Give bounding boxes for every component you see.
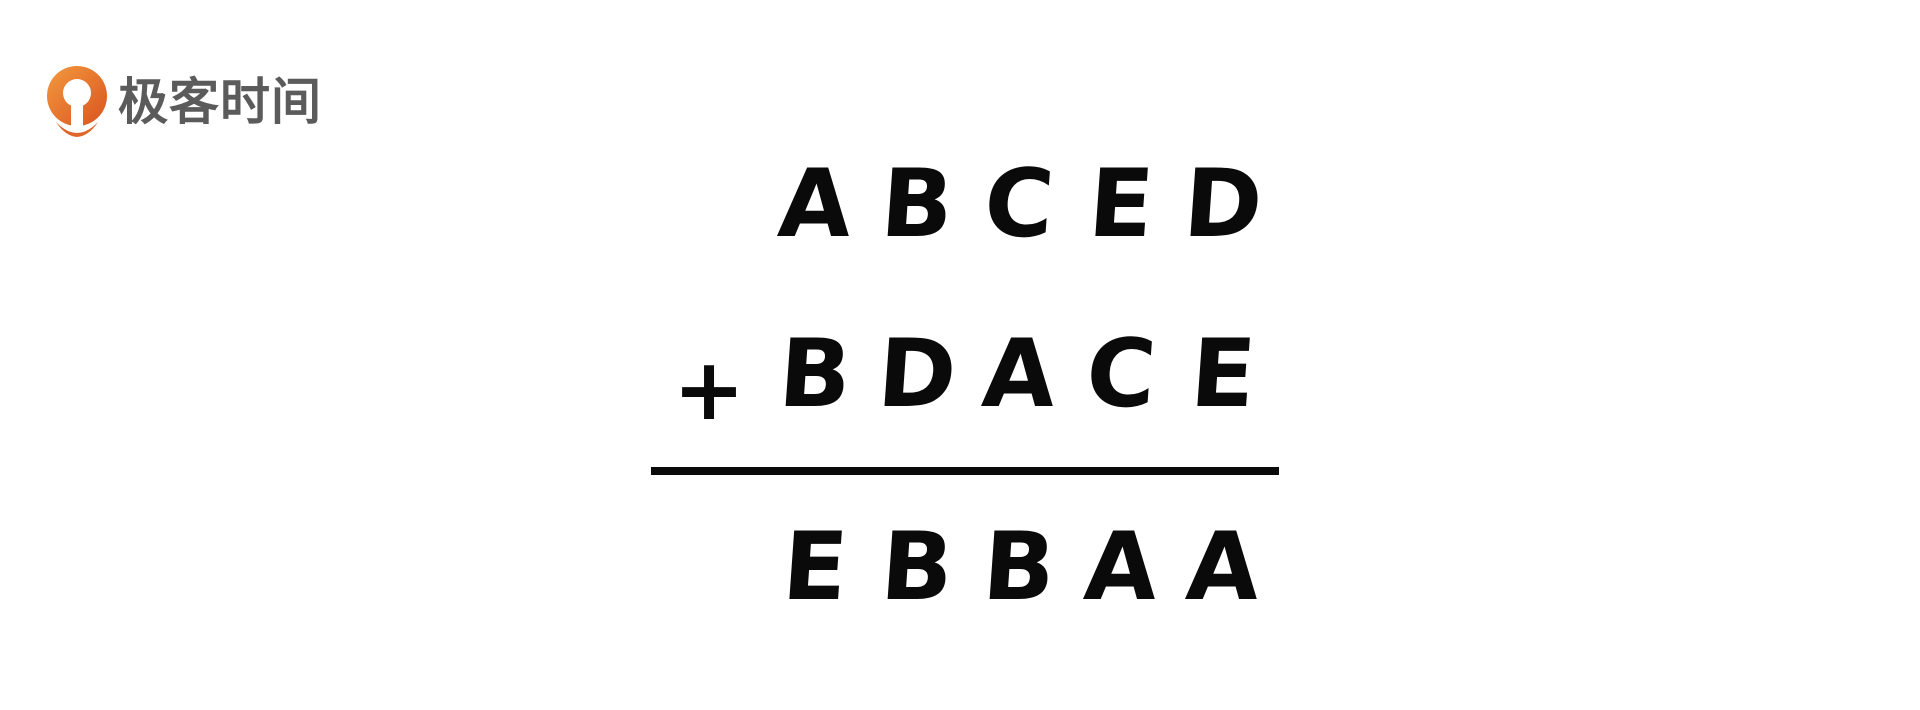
letter-cell: B [979,513,1059,622]
logo: 极客时间 [44,62,322,142]
addend-row-1: A B C E D [0,150,1920,259]
letter-cell: A [1182,513,1264,622]
addend-row-2: + B D A C E [0,320,1920,440]
plus-operator: + [673,340,746,440]
letter-cell: B [877,150,957,259]
letter-cell: C [1082,320,1160,429]
letter-cell: C [980,150,1058,259]
result-row: E B B A A [0,513,1920,622]
letter-cell: A [1080,513,1162,622]
geektime-logo-icon [44,64,110,140]
sum-divider-line [651,467,1279,475]
letter-cell: A [774,150,856,259]
letter-cell: E [1187,320,1259,429]
letter-cell: E [1085,150,1157,259]
letter-cell: A [978,320,1060,429]
letter-cell: B [877,513,957,622]
logo-text: 极客时间 [118,73,322,131]
letter-cell: E [779,513,851,622]
letter-cell: D [1180,150,1266,259]
letter-cell: D [874,320,960,429]
letter-cell: B [775,320,855,429]
